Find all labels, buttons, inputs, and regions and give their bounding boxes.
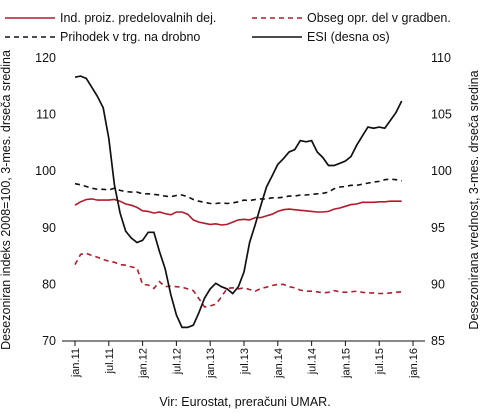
y-tick-right-105: 105 <box>431 108 452 122</box>
source-note: Vir: Eurostat, preračuni UMAR. <box>159 395 330 409</box>
x-tick-label-jan.16: jan.16 <box>408 348 420 379</box>
legend-label-esi: ESI (desna os) <box>307 30 390 44</box>
x-tick-label-jul.12: jul.12 <box>171 348 183 375</box>
y-tick-right-110: 110 <box>431 51 451 65</box>
x-tick-label-jul.14: jul.14 <box>307 348 319 375</box>
y-axis-title-left: Desezoniran indeks 2008=100, 3-mes. drse… <box>0 50 13 350</box>
x-tick-label-jan.14: jan.14 <box>273 348 285 379</box>
y-tick-right-90: 90 <box>431 277 445 291</box>
y-tick-right-85: 85 <box>431 334 445 348</box>
x-tick-label-jan.11: jan.11 <box>70 348 82 378</box>
x-tick-label-jan.15: jan.15 <box>340 348 352 379</box>
x-tick-label-jul.13: jul.13 <box>239 348 251 375</box>
y-tick-left-120: 120 <box>35 51 56 65</box>
series-lines <box>74 75 403 329</box>
series-line-prihodek <box>74 178 402 205</box>
legend-label-ind-proiz: Ind. proiz. predelovalnih dej. <box>60 11 216 25</box>
legend-label-obseg-gradben: Obseg opr. del v gradben. <box>307 11 451 25</box>
axis-ticks: 70 80 90 100 110 120 85 90 95 100 105 110 jan.11 jul.… <box>35 51 452 379</box>
series-line-obseg-gradben <box>74 252 402 308</box>
x-tick-label-jan.12: jan.12 <box>138 348 150 379</box>
y-tick-right-95: 95 <box>431 221 445 235</box>
legend-label-prihodek: Prihodek v trg. na drobno <box>60 30 200 44</box>
series-line-esi <box>74 75 403 329</box>
y-tick-left-110: 110 <box>36 108 56 122</box>
legend: Ind. proiz. predelovalnih dej. Obseg opr… <box>5 11 451 44</box>
y-axis-title-right: Desezonirana vrednost, 3-mes. drseča sre… <box>467 70 481 329</box>
y-tick-left-70: 70 <box>42 334 56 348</box>
x-tick-label-jan.13: jan.13 <box>205 348 217 379</box>
x-tick-label-jul.11: jul.11 <box>104 348 116 374</box>
y-tick-left-80: 80 <box>42 277 56 291</box>
series-line-ind-proiz <box>74 198 402 226</box>
y-tick-right-100: 100 <box>431 164 452 178</box>
x-tick-label-jul.15: jul.15 <box>374 348 386 375</box>
y-tick-left-90: 90 <box>42 221 56 235</box>
y-tick-left-100: 100 <box>35 164 56 178</box>
